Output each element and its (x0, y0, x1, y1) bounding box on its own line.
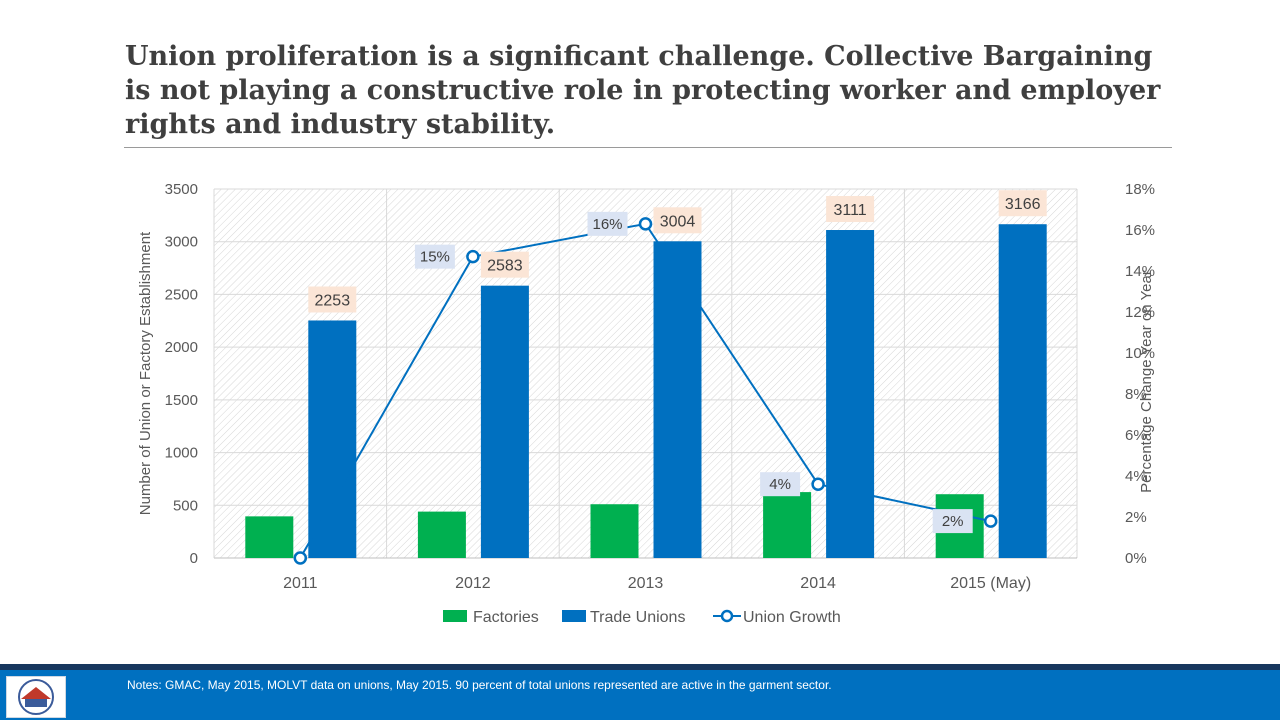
trade-unions-label-box (308, 286, 357, 313)
y2-tick-label: 18% (1125, 181, 1155, 198)
factories-bar (245, 516, 294, 558)
union-growth-label-box (932, 509, 973, 534)
legend-factories-swatch (443, 610, 467, 622)
trade-unions-bar (998, 224, 1047, 559)
plot-area (214, 189, 1077, 558)
y2-tick-label: 4% (1125, 468, 1147, 485)
y2-tick-label: 8% (1125, 386, 1147, 403)
footer-bar (0, 670, 1280, 720)
factories-bar (417, 511, 466, 558)
y-tick-label: 3000 (165, 234, 198, 251)
footer-notes: Notes: GMAC, May 2015, MOLVT data on uni… (127, 678, 832, 692)
x-tick-label: 2011 (283, 575, 318, 592)
slide-title: Union proliferation is a significant cha… (125, 41, 1161, 140)
y2-tick-label: 14% (1125, 263, 1155, 280)
y2-axis-title: Percentage Change Year on Year (1138, 270, 1155, 493)
union-growth-point (811, 477, 825, 491)
factories-bar (763, 492, 812, 558)
trade-unions-label-box (998, 190, 1047, 217)
trade-unions-data-label: 3166 (1005, 196, 1041, 213)
logo-emblem-icon (18, 679, 54, 715)
trade-unions-data-label: 2583 (487, 258, 523, 275)
y2-tick-label: 6% (1125, 427, 1147, 444)
footer-divider (0, 664, 1280, 670)
trade-unions-label-box (480, 251, 529, 278)
trade-unions-bar (308, 320, 357, 558)
trade-unions-bar (480, 285, 529, 558)
y2-tick-label: 10% (1125, 345, 1155, 362)
union-growth-data-label: 4% (769, 476, 791, 493)
union-growth-data-label: 2% (942, 513, 964, 530)
y-tick-label: 1000 (165, 445, 198, 462)
legend-growth-marker (720, 609, 734, 623)
y2-tick-label: 2% (1125, 509, 1147, 526)
trade-unions-bar (653, 241, 702, 558)
union-growth-label-box (760, 472, 801, 497)
union-growth-label-box (414, 244, 455, 269)
union-growth-point (983, 514, 998, 528)
y2-tick-label: 12% (1125, 304, 1155, 321)
y2-tick-label: 16% (1125, 222, 1155, 239)
legend-factories-label: Factories (473, 609, 539, 626)
trade-unions-bar (826, 230, 875, 558)
union-growth-data-label: 15% (420, 249, 450, 266)
x-tick-label: 2015 (May) (950, 575, 1031, 592)
y-tick-label: 1500 (165, 392, 198, 409)
trade-unions-data-label: 2253 (315, 292, 351, 309)
y-tick-label: 500 (173, 497, 198, 514)
union-growth-label-box (587, 211, 628, 236)
x-tick-label: 2013 (628, 575, 664, 592)
union-growth-data-label: 16% (592, 216, 622, 233)
legend-growth-label: Union Growth (743, 609, 841, 626)
y2-tick-label: 0% (1125, 550, 1147, 567)
organization-logo (6, 676, 66, 718)
legend-trade-unions-label: Trade Unions (590, 609, 685, 626)
legend-trade-unions-swatch (562, 610, 586, 622)
combo-chart: 0 500 1000 1500 2000 2500 3000 3500 0% 2% 4% 6% 8% 10… (137, 181, 1155, 626)
union-growth-point (466, 249, 480, 264)
trade-unions-data-label: 3111 (833, 202, 866, 219)
union-growth-point (293, 551, 308, 565)
x-tick-label: 2014 (800, 575, 836, 592)
y-tick-label: 0 (190, 550, 198, 567)
title-divider (124, 147, 1172, 148)
factories-bar (590, 504, 639, 558)
union-growth-point (638, 217, 653, 231)
y-axis-title: Number of Union or Factory Establishment (137, 231, 154, 515)
y-tick-label: 2500 (165, 286, 198, 303)
y-tick-label: 3500 (165, 181, 198, 198)
trade-unions-label-box (653, 207, 702, 234)
trade-unions-label-box (826, 196, 875, 223)
y-tick-label: 2000 (165, 339, 198, 356)
trade-unions-data-label: 3004 (660, 213, 696, 230)
x-tick-label: 2012 (455, 575, 491, 592)
